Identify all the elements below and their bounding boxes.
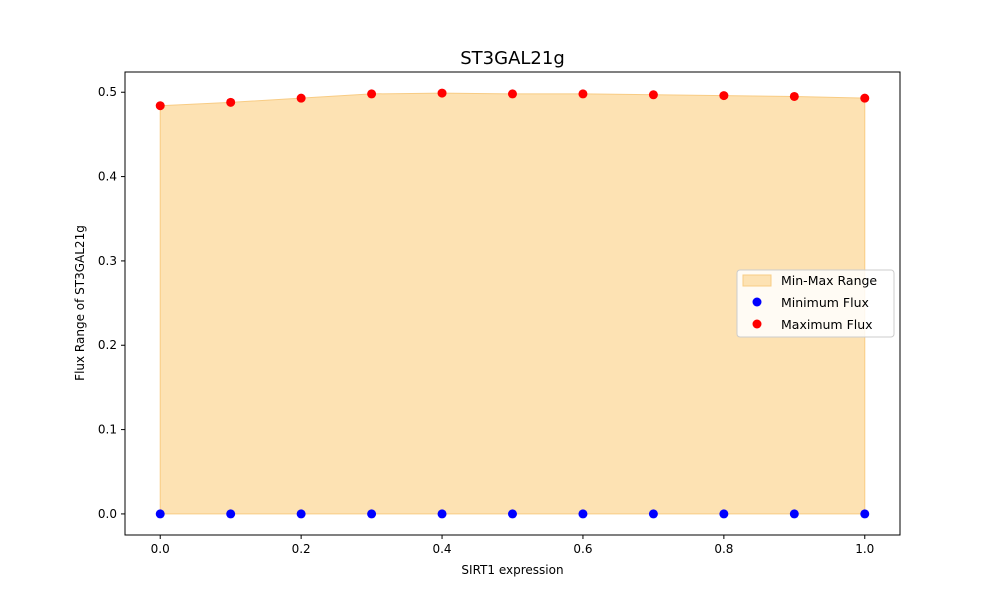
y-tick-label: 0.4 [98, 170, 117, 184]
min-flux-point [155, 509, 165, 519]
min-flux-point [296, 509, 306, 519]
y-tick-label: 0.2 [98, 338, 117, 352]
min-flux-point [437, 509, 447, 519]
y-tick-label: 0.0 [98, 507, 117, 521]
y-tick-label: 0.1 [98, 423, 117, 437]
max-flux-point [437, 88, 447, 98]
y-tick-label: 0.3 [98, 254, 117, 268]
min-flux-point [719, 509, 729, 519]
max-flux-point [648, 90, 658, 100]
max-flux-point [860, 93, 870, 103]
max-flux-point [719, 91, 729, 101]
min-flux-point [578, 509, 588, 519]
plot-frame [124, 71, 901, 536]
min-flux-point [860, 509, 870, 519]
x-tick-label: 0.6 [573, 542, 592, 556]
y-axis-label: Flux Range of ST3GAL21g [73, 225, 87, 381]
legend-swatch-range [742, 274, 772, 287]
chart-title: ST3GAL21g [460, 48, 565, 69]
min-flux-point [367, 509, 377, 519]
min-flux-point [226, 509, 236, 519]
x-tick-label: 0.2 [292, 542, 311, 556]
plot-area: 0.0 0.2 0.4 0.6 0.8 1.0 0.0 0.1 0.2 0.3 0.4 0.5 [98, 71, 901, 556]
legend-label-range: Min-Max Range [781, 273, 877, 288]
legend-box [736, 269, 895, 338]
max-flux-point [226, 97, 236, 107]
max-flux-point [789, 91, 799, 101]
legend-label-max: Maximum Flux [781, 317, 873, 332]
legend-label-min: Minimum Flux [781, 295, 869, 310]
max-flux-point [508, 89, 517, 99]
legend-marker-min [752, 297, 762, 307]
x-tick-label: 0.8 [714, 542, 733, 556]
max-flux-point [296, 93, 306, 103]
x-tick-label: 1.0 [855, 542, 874, 556]
min-flux-point [789, 509, 799, 519]
legend: Min-Max Range Minimum Flux Maximum Flux [736, 269, 895, 338]
y-tick-label: 0.5 [98, 85, 117, 99]
legend-marker-max [752, 319, 762, 329]
x-tick-label: 0.0 [151, 542, 170, 556]
max-flux-point [367, 89, 377, 99]
min-flux-point [648, 509, 658, 519]
min-flux-point [508, 509, 517, 519]
max-flux-point [155, 101, 165, 111]
x-tick-label: 0.4 [432, 542, 451, 556]
max-flux-point [578, 89, 588, 99]
x-axis-label: SIRT1 expression [461, 563, 563, 577]
